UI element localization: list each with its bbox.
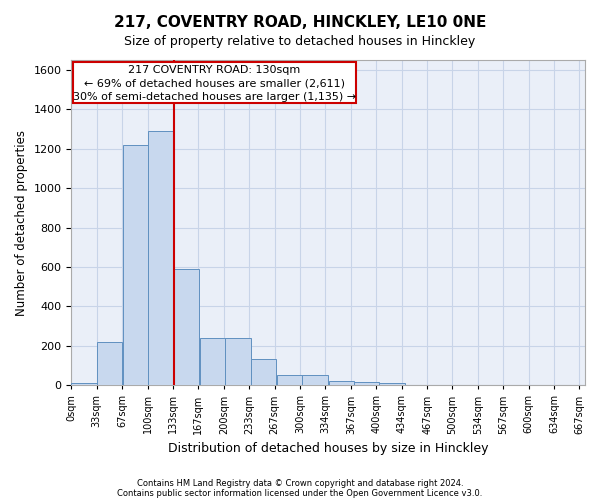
Text: Contains public sector information licensed under the Open Government Licence v3: Contains public sector information licen… (118, 488, 482, 498)
Bar (329, 381, 354, 386)
Text: Contains HM Land Registry data © Crown copyright and database right 2024.: Contains HM Land Registry data © Crown c… (137, 478, 463, 488)
Text: ← 69% of detached houses are smaller (2,611): ← 69% of detached houses are smaller (2,… (84, 78, 345, 88)
Bar (123, 145, 148, 386)
Bar (97, 342, 122, 386)
Text: 30% of semi-detached houses are larger (1,135) →: 30% of semi-detached houses are larger (… (73, 92, 356, 102)
Bar (226, 338, 251, 386)
Bar (148, 131, 174, 386)
Text: 217, COVENTRY ROAD, HINCKLEY, LE10 0NE: 217, COVENTRY ROAD, HINCKLEY, LE10 0NE (114, 15, 486, 30)
X-axis label: Distribution of detached houses by size in Hinckley: Distribution of detached houses by size … (168, 442, 488, 455)
Text: 217 COVENTRY ROAD: 130sqm: 217 COVENTRY ROAD: 130sqm (128, 65, 301, 75)
Y-axis label: Number of detached properties: Number of detached properties (15, 130, 28, 316)
Bar (379, 384, 405, 386)
Bar (174, 269, 199, 386)
Bar (251, 358, 276, 386)
Bar (277, 376, 302, 386)
Bar (354, 382, 379, 386)
Bar (71, 384, 97, 386)
FancyBboxPatch shape (73, 62, 356, 104)
Bar (302, 376, 328, 386)
Text: Size of property relative to detached houses in Hinckley: Size of property relative to detached ho… (124, 35, 476, 48)
Bar (200, 338, 226, 386)
